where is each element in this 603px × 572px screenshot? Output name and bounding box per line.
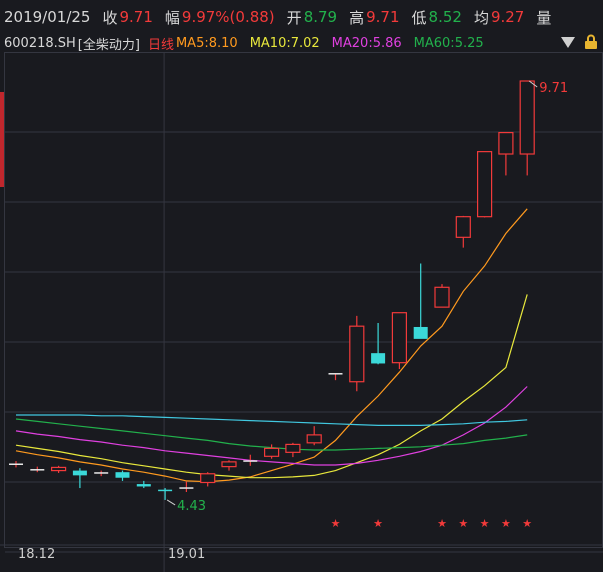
candle-body [371, 353, 386, 364]
limit-up-star-icon: ★ [458, 517, 468, 530]
lock-button[interactable] [583, 33, 599, 51]
indicator-dropdown-button[interactable] [560, 33, 576, 51]
candle-body [200, 473, 216, 484]
candle-body [136, 484, 151, 487]
stock-code[interactable]: 600218.SH [4, 35, 76, 51]
candle-body [455, 216, 471, 238]
candle-body [498, 131, 514, 155]
ma-line-ma120 [16, 414, 528, 426]
high-marker-pointer [528, 80, 538, 88]
candle-body [221, 461, 237, 468]
high-value: 9.71 [366, 8, 400, 26]
lock-icon [585, 34, 597, 49]
limit-up-star-icon: ★ [373, 517, 383, 530]
high-marker-label: 9.71 [539, 81, 568, 96]
candle-body [349, 325, 365, 383]
limit-up-star-icon: ★ [437, 517, 447, 530]
ma20-label: MA20:5.86 [331, 35, 402, 51]
close-value: 9.71 [119, 8, 153, 26]
low-marker-label: 4.43 [177, 499, 206, 514]
limit-up-star-icon: ★ [480, 517, 490, 530]
ma10-label: MA10:7.02 [249, 35, 320, 51]
candle-body [306, 434, 322, 444]
quote-info-bar: 2019/01/25 收 9.71 幅 9.97%(0.88) 开 8.79 高… [0, 0, 603, 34]
open-value: 8.79 [303, 8, 338, 26]
quote-date: 2019/01/25 [4, 8, 91, 26]
ma-line-ma5 [15, 208, 528, 483]
low-value: 8.52 [428, 8, 462, 26]
candle-body [391, 312, 407, 364]
candle-body [72, 470, 87, 476]
stock-name: [全柴动力] [77, 37, 140, 53]
kline-chart[interactable]: 9.71 4.43 ★ ★ ★ ★ ★ ★ ★ [0, 52, 603, 572]
change-label: 幅 [164, 8, 180, 27]
candle-body [434, 286, 450, 308]
candle-body [519, 80, 535, 155]
scroll-indicator [0, 92, 4, 187]
candle-body [413, 326, 428, 339]
ma5-label: MA5:8.10 [175, 35, 238, 51]
change-value: 9.97%(0.88) [181, 8, 275, 26]
limit-up-star-icon: ★ [501, 517, 511, 530]
low-marker-pointer [166, 499, 176, 506]
x-tick-label: 18.12 [18, 547, 56, 562]
triangle-down-icon [561, 37, 575, 48]
candle-body [285, 443, 301, 453]
ma-line-ma10 [15, 294, 528, 479]
candle-body [50, 466, 67, 472]
low-label: 低 [411, 8, 427, 27]
candle-body [264, 447, 280, 457]
period-label[interactable]: 日线 [147, 37, 174, 53]
limit-up-star-icon: ★ [522, 517, 532, 530]
ma60-label: MA60:5.25 [413, 35, 484, 51]
avg-value: 9.27 [490, 8, 525, 26]
open-label: 开 [286, 8, 302, 27]
candle-body [477, 151, 493, 218]
high-label: 高 [349, 8, 365, 27]
close-label: 收 [102, 8, 118, 27]
indicator-legend: 600218.SH [全柴动力] 日线 MA5:8.10 MA10:7.02 M… [0, 34, 603, 53]
volume-label: 量 [536, 8, 552, 27]
avg-label: 均 [473, 8, 489, 27]
x-tick-label: 19.01 [168, 547, 206, 562]
candle-body [115, 472, 130, 478]
limit-up-star-icon: ★ [331, 517, 341, 530]
